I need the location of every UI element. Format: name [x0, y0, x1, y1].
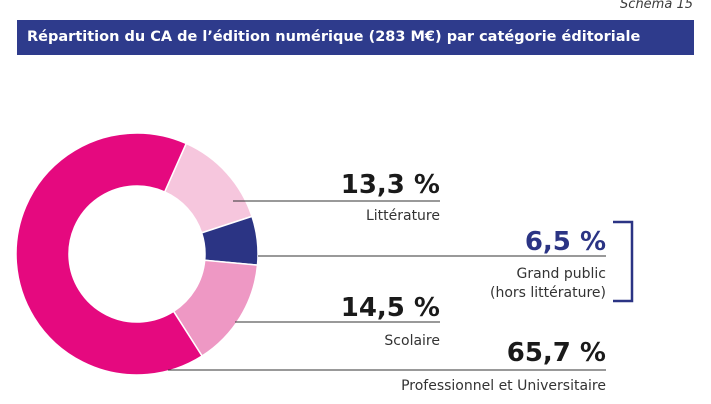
donut-slice-professionnel	[15, 132, 204, 376]
value-label-grand-public: 6,5 %	[525, 227, 606, 257]
schema-label: Schéma 15	[620, 0, 693, 12]
category-label-grand-public-line1: Grand public	[516, 266, 606, 282]
value-label-scolaire: 14,5 %	[341, 293, 440, 323]
value-label-professionnel: 65,7 %	[507, 338, 606, 368]
category-label-grand-public-line2: (hors littérature)	[490, 285, 606, 301]
category-label-scolaire: Scolaire	[384, 333, 440, 349]
value-label-litterature: 13,3 %	[341, 170, 440, 200]
grand-public-bracket	[613, 220, 634, 303]
category-label-litterature: Littérature	[366, 208, 440, 224]
category-label-professionnel: Professionnel et Universitaire	[401, 378, 606, 394]
donut-slices	[15, 132, 259, 376]
chart-title: Répartition du CA de l’édition numérique…	[27, 29, 641, 45]
chart-title-bar: Répartition du CA de l’édition numérique…	[17, 20, 694, 55]
